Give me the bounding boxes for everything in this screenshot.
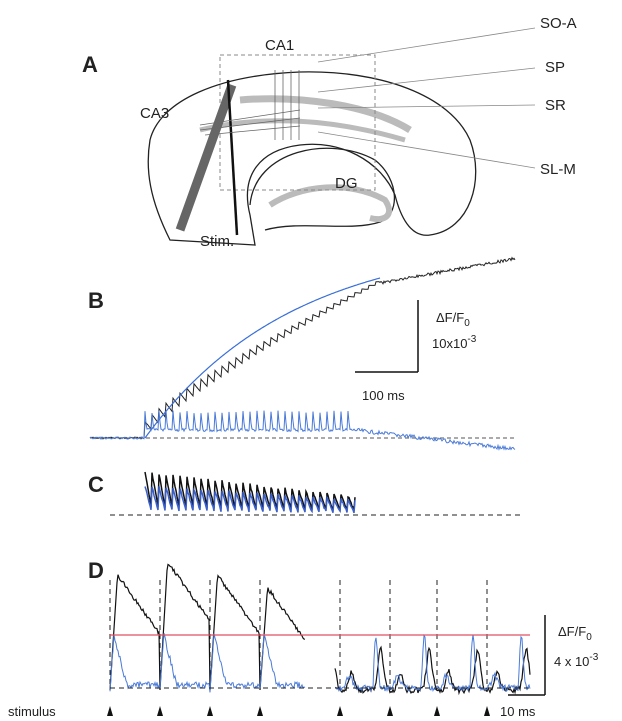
superscript: -3	[467, 334, 476, 345]
trace	[89, 410, 516, 451]
layer-label: SP	[545, 59, 565, 76]
scale-bar	[355, 300, 419, 373]
stimulus-label: stimulus	[8, 704, 56, 719]
stimulus-arrow	[434, 706, 440, 716]
scale-label: 100 ms	[362, 388, 405, 403]
stimulus-arrow	[157, 706, 163, 716]
stimulus-arrow	[484, 706, 490, 716]
scale-label: ΔF/F0	[558, 624, 592, 643]
scale-text: 4 x 10	[554, 654, 589, 669]
region-label: CA1	[265, 37, 294, 54]
hippocampus-diagram	[147, 27, 536, 246]
layer-label: SO-A	[540, 15, 577, 32]
scale-text: 10x10	[432, 336, 467, 351]
scale-text: ΔF/F	[436, 310, 464, 325]
layer-label: SR	[545, 97, 566, 114]
trace	[109, 563, 306, 691]
scale-label: ΔF/F0	[436, 310, 470, 329]
stim-label: Stim.	[200, 233, 234, 250]
stimulus-arrow	[387, 706, 393, 716]
stimulus-arrow	[337, 706, 343, 716]
subscript: 0	[586, 632, 592, 643]
panel-label: B	[88, 288, 104, 313]
scale-label: 4 x 10-3	[554, 652, 599, 669]
scale-text: ΔF/F	[558, 624, 586, 639]
trace	[144, 277, 381, 439]
subscript: 0	[464, 318, 470, 329]
region-label: CA3	[140, 105, 169, 122]
stimulus-arrow	[257, 706, 263, 716]
trace	[334, 645, 531, 696]
stimulus-arrow	[207, 706, 213, 716]
trace	[109, 632, 306, 693]
region-label: DG	[335, 175, 358, 192]
layer-label: SL-M	[540, 161, 576, 178]
trace	[89, 256, 516, 440]
superscript: -3	[589, 652, 598, 663]
scale-label: 10x10-3	[432, 334, 477, 351]
scale-label: 10 ms	[500, 704, 536, 719]
trace	[144, 486, 356, 514]
trace	[334, 634, 531, 693]
panel-label: D	[88, 558, 104, 583]
scale-bar	[508, 615, 546, 696]
stimulus-arrow	[107, 706, 113, 716]
panel-label: A	[82, 52, 98, 77]
traces	[89, 256, 531, 716]
trace	[144, 471, 356, 513]
panel-label: C	[88, 472, 104, 497]
